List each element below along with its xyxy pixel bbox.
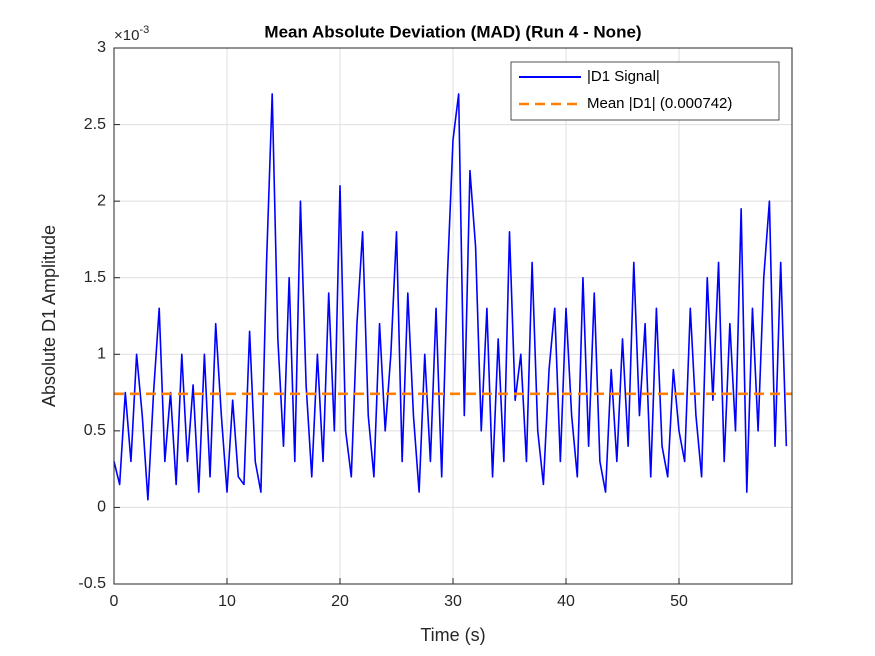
x-tick-label: 0 [110,593,119,610]
y-tick-label: 0 [97,499,106,516]
y-tick-label: 0.5 [84,422,106,439]
legend-label: Mean |D1| (0.000742) [587,95,732,112]
y-multiplier: ×10-3 [114,24,149,44]
axes-box [113,47,793,585]
data-line [113,93,788,501]
x-tick-label: 10 [218,593,236,610]
legend-label: |D1 Signal| [587,68,660,85]
y-tick-label: 3 [97,39,106,56]
legend-box [510,61,780,121]
y-tick-label: 2 [97,192,106,209]
y-tick-label: -0.5 [78,575,106,592]
y-tick-label: 2.5 [84,116,106,133]
chart-title: Mean Absolute Deviation (MAD) (Run 4 - N… [264,22,641,41]
x-axis-label: Time (s) [420,625,485,645]
y-tick-label: 1.5 [84,269,106,286]
x-tick-label: 40 [557,593,575,610]
y-axis-label: Absolute D1 Amplitude [39,225,59,407]
x-tick-label: 20 [331,593,349,610]
y-multiplier-exp: -3 [139,24,149,36]
y-multiplier-base: ×10 [114,27,139,44]
x-tick-label: 50 [670,593,688,610]
y-tick-label: 1 [97,346,106,363]
x-tick-label: 30 [444,593,462,610]
